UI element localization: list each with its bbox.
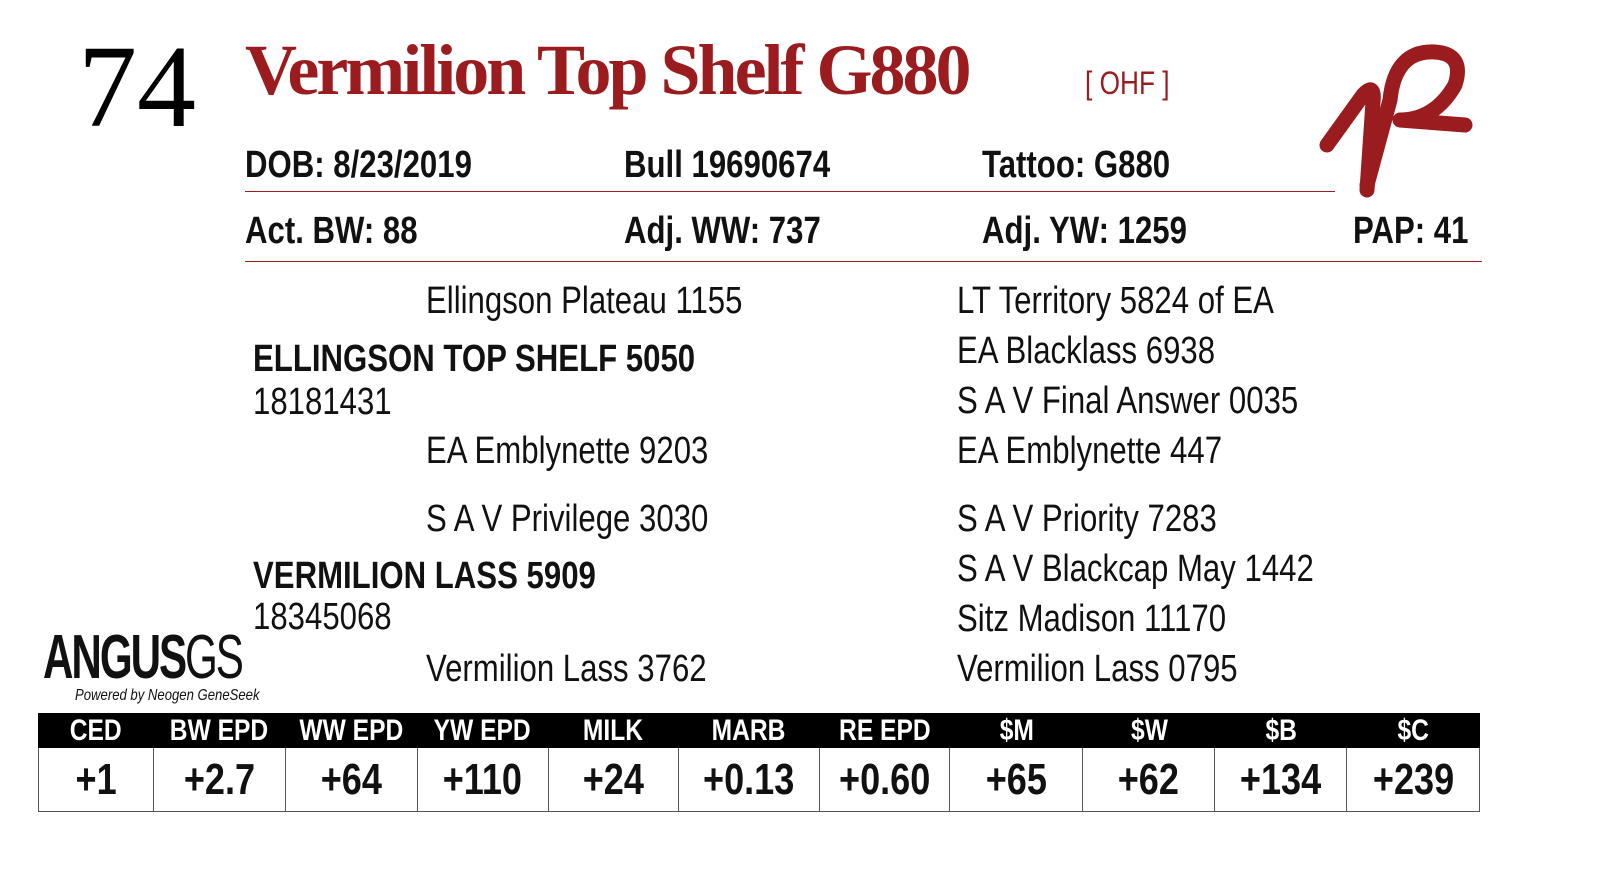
animal-name: Vermilion Top Shelf G880 (245, 30, 972, 110)
epd-value: +110 (416, 748, 548, 811)
epd-value: +2.7 (153, 748, 285, 811)
dob: DOB: 8/23/2019 (245, 144, 472, 186)
dam-dam: Vermilion Lass 3762 (426, 648, 707, 690)
dam-registration: 18345068 (253, 596, 392, 638)
epd-value-text: +0.13 (702, 755, 795, 804)
epd-header-label: MILK EPD (582, 714, 644, 747)
epd-value-text: +24 (582, 755, 644, 804)
sire-registration: 18181431 (253, 381, 392, 423)
epd-header-label: $C (1397, 714, 1430, 747)
epd-value: +65 (949, 748, 1082, 811)
epd-header: CED (38, 713, 153, 748)
epd-value-text: +62 (1118, 755, 1180, 804)
epd-header-label: $B (1265, 714, 1297, 747)
powered-by: Powered by Neogen GeneSeek (75, 687, 260, 704)
sire-name: ELLINGSON TOP SHELF 5050 (253, 338, 696, 380)
epd-header: WW EPD (285, 713, 417, 748)
actual-birth-weight: Act. BW: 88 (245, 210, 418, 252)
epd-header: $C (1347, 713, 1480, 748)
divider (245, 191, 1335, 192)
epd-table: CED BW EPD WW EPD YW EPD MILK EPD MARB EPD RE … (38, 713, 1480, 812)
ancestor: Sitz Madison 11170 (957, 598, 1227, 640)
epd-value-text: +2.7 (183, 755, 256, 804)
epd-header: $B (1215, 713, 1347, 748)
epd-header: BW EPD (153, 713, 285, 748)
sire-sire: Ellingson Plateau 1155 (426, 280, 743, 322)
epd-header-label: BW EPD (169, 714, 269, 747)
divider (245, 261, 1482, 262)
epd-value: +239 (1346, 748, 1479, 811)
epd-header-label: MARB EPD (711, 714, 786, 747)
epd-value: +24 (547, 748, 678, 811)
adjusted-yearling-weight: Adj. YW: 1259 (982, 210, 1187, 252)
epd-value-text: +65 (985, 755, 1047, 804)
epd-header-label: WW EPD (299, 714, 403, 747)
ancestor: EA Emblynette 447 (957, 430, 1223, 472)
vr-brand-logo (1319, 44, 1473, 198)
epd-value: +134 (1214, 748, 1346, 811)
ancestor: LT Territory 5824 of EA (957, 280, 1274, 322)
lot-number: 74 (78, 21, 196, 152)
epd-value-text: +1 (75, 755, 117, 804)
epd-header-label: RE EPD (838, 714, 931, 747)
dam-name: VERMILION LASS 5909 (253, 555, 596, 597)
epd-header-row: CED BW EPD WW EPD YW EPD MILK EPD MARB EPD RE … (38, 713, 1480, 748)
registration-tag: [ OHF ] (1085, 65, 1170, 101)
ancestor: EA Blacklass 6938 (957, 330, 1216, 372)
epd-value: +0.60 (818, 748, 950, 811)
epd-value-text: +110 (443, 755, 523, 804)
epd-header: RE EPD (819, 713, 950, 748)
ancestor: S A V Blackcap May 1442 (957, 548, 1314, 590)
angus-gs-logo: ANGUSGS (43, 623, 244, 692)
ancestor: Vermilion Lass 0795 (957, 648, 1238, 690)
epd-value-text: +64 (320, 755, 383, 804)
epd-value: +0.13 (677, 748, 819, 811)
ancestor: S A V Priority 7283 (957, 498, 1217, 540)
pap: PAP: 41 (1353, 210, 1469, 252)
epd-header-label: $M (999, 714, 1034, 747)
epd-header-label: YW EPD (433, 714, 532, 747)
epd-value-text: +0.60 (838, 755, 931, 804)
ancestor: S A V Final Answer 0035 (957, 380, 1299, 422)
epd-header: MARB EPD (678, 713, 819, 748)
epd-header: YW EPD (417, 713, 548, 748)
epd-value: +62 (1082, 748, 1214, 811)
epd-value-text: +239 (1372, 755, 1454, 804)
epd-header-label: CED (69, 714, 122, 747)
adjusted-weaning-weight: Adj. WW: 737 (624, 210, 821, 252)
epd-header: $W (1083, 713, 1215, 748)
epd-value-row: +1 +2.7 +64 +110 +24 +0.13 +0.60 +65 +62 +134 +239 (38, 748, 1480, 812)
dam-sire: S A V Privilege 3030 (426, 498, 709, 540)
epd-value: +64 (284, 748, 417, 811)
epd-value: +1 (39, 748, 153, 811)
epd-value-text: +134 (1240, 755, 1322, 804)
epd-header: $M (950, 713, 1083, 748)
sire-dam: EA Emblynette 9203 (426, 430, 709, 472)
epd-header: MILK EPD (548, 713, 678, 748)
epd-header-label: $W (1130, 714, 1168, 747)
bull-registration: Bull 19690674 (624, 144, 831, 186)
tattoo: Tattoo: G880 (982, 144, 1171, 186)
